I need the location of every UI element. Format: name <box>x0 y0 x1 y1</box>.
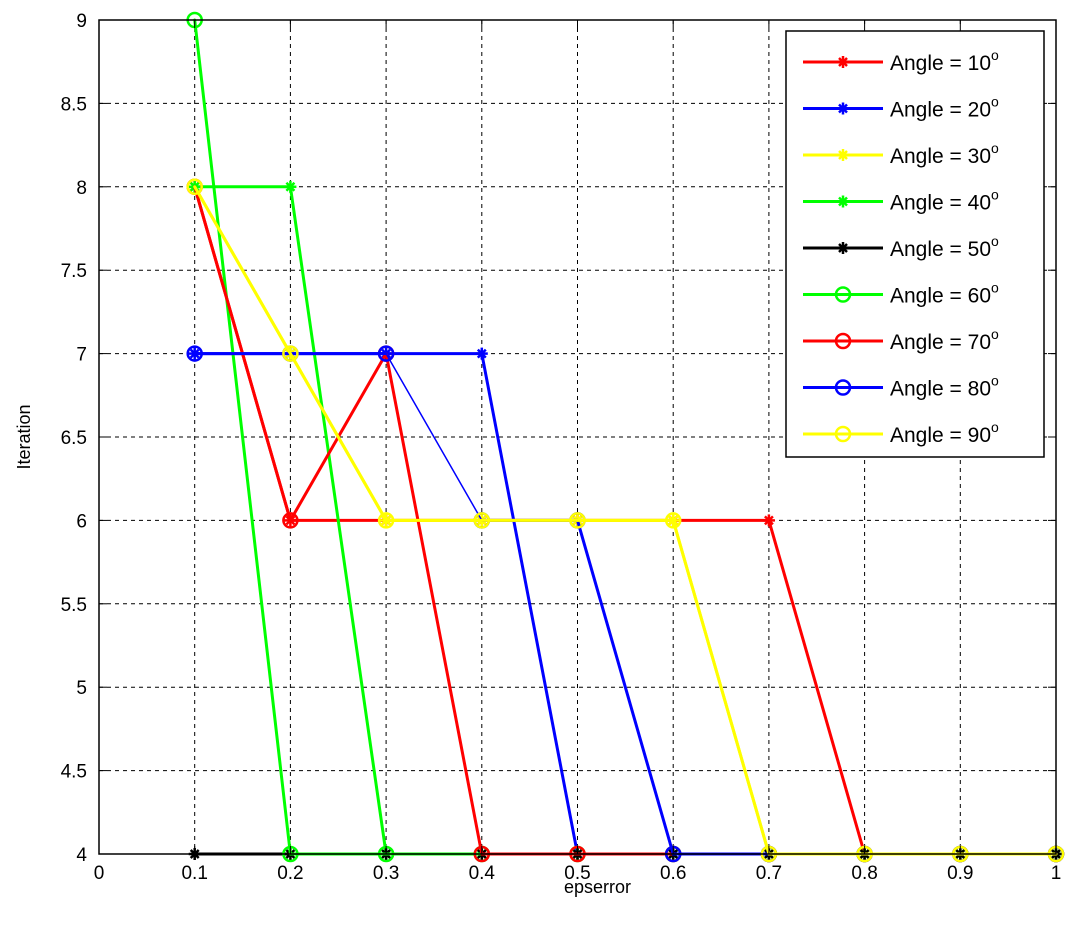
star-marker <box>837 195 849 208</box>
circle-marker <box>282 512 299 529</box>
circle-marker <box>834 425 852 443</box>
legend-entry: Angle = 90o <box>803 419 999 447</box>
circle-marker <box>834 379 852 396</box>
y-tick-label: 6.5 <box>61 428 87 449</box>
legend-entry: Angle = 50o <box>803 233 999 261</box>
y-tick-label: 7 <box>76 345 87 366</box>
y-axis-label: Iteration <box>14 404 34 469</box>
legend-entry: Angle = 80o <box>803 373 999 401</box>
legend-entry: Angle = 10o <box>803 47 999 75</box>
x-tick-label: 0 <box>94 863 105 884</box>
x-axis-label: epserror <box>564 877 631 897</box>
x-tick-label: 0.7 <box>756 863 782 884</box>
legend-label: Angle = 80o <box>890 373 999 401</box>
star-marker <box>837 56 849 68</box>
x-tick-label: 0.4 <box>469 863 496 884</box>
star-marker <box>837 149 849 161</box>
legend-label-superscript: o <box>991 373 999 389</box>
x-tick-label: 0.6 <box>660 863 686 884</box>
legend-label: Angle = 60o <box>890 280 999 308</box>
circle-marker <box>377 345 395 362</box>
circle-marker <box>664 512 682 529</box>
series-line-segment <box>767 518 867 856</box>
circle-marker <box>186 345 203 362</box>
y-tick-label: 8.5 <box>61 94 87 115</box>
legend-label-superscript: o <box>991 140 999 156</box>
x-tick-label: 0.2 <box>277 863 303 884</box>
circle-marker <box>282 345 299 362</box>
series-line-segment <box>384 352 484 856</box>
x-tick-label: 1 <box>1051 863 1062 884</box>
axis-ticks: 0 0.1 0.2 0.3 0.4 0.5 0.6 0.7 0.8 0.9 1 4 4.5 5 5.5 6 6.… <box>61 11 1062 884</box>
legend-label: Angle = 10o <box>890 47 999 75</box>
star-marker <box>284 180 297 193</box>
y-tick-label: 8 <box>76 178 87 199</box>
y-tick-label: 5.5 <box>61 595 87 616</box>
circle-marker <box>377 512 395 529</box>
legend-label: Angle = 20o <box>890 94 999 122</box>
legend-label-superscript: o <box>991 280 999 296</box>
series-line-segment <box>193 18 292 856</box>
legend-label-superscript: o <box>991 326 999 342</box>
legend-label: Angle = 50o <box>890 233 999 261</box>
series-line-segment <box>576 518 675 856</box>
legend-label-superscript: o <box>991 94 999 110</box>
star-marker <box>762 514 775 527</box>
y-tick-label: 5 <box>76 678 87 699</box>
legend-label: Angle = 40o <box>890 187 999 215</box>
series-line-segment <box>193 185 292 356</box>
star-marker <box>475 347 488 360</box>
legend-label: Angle = 70o <box>890 326 999 354</box>
x-tick-label: 0.8 <box>851 863 877 884</box>
legend-label-superscript: o <box>991 233 999 249</box>
legend-entry: Angle = 20o <box>803 94 999 122</box>
series-line-segment <box>480 352 579 856</box>
star-marker <box>837 242 849 254</box>
star-marker <box>837 102 849 115</box>
y-tick-label: 9 <box>76 11 87 32</box>
legend-entry: Angle = 30o <box>803 140 999 168</box>
circle-marker <box>569 512 586 529</box>
legend-entry: Angle = 70o <box>803 326 999 354</box>
series-line-segment <box>385 352 483 522</box>
x-tick-label: 0.9 <box>947 863 973 884</box>
circle-marker <box>186 178 203 196</box>
x-tick-label: 0.3 <box>373 863 399 884</box>
x-tick-label: 0.5 <box>564 863 590 884</box>
series-line-segment <box>288 185 388 856</box>
legend-label-superscript: o <box>991 187 999 203</box>
series-line-segment <box>288 352 388 522</box>
x-tick-label: 0.1 <box>181 863 207 884</box>
y-tick-label: 7.5 <box>61 261 87 282</box>
circle-marker <box>834 332 852 350</box>
y-tick-label: 4.5 <box>61 762 87 783</box>
legend-label: Angle = 90o <box>890 419 999 447</box>
legend-label-superscript: o <box>991 47 999 63</box>
legend-label-superscript: o <box>991 419 999 435</box>
legend-entry: Angle = 60o <box>803 280 999 308</box>
legend-label: Angle = 30o <box>890 140 999 168</box>
y-tick-label: 6 <box>76 511 87 532</box>
circle-marker <box>473 512 491 529</box>
y-tick-label: 4 <box>76 845 87 866</box>
legend: Angle = 10o Angle = 20o Angle = 30o Angle =… <box>785 30 1045 458</box>
legend-entry: Angle = 40o <box>803 187 999 215</box>
circle-marker <box>834 286 852 303</box>
series-line-segment <box>671 518 771 856</box>
